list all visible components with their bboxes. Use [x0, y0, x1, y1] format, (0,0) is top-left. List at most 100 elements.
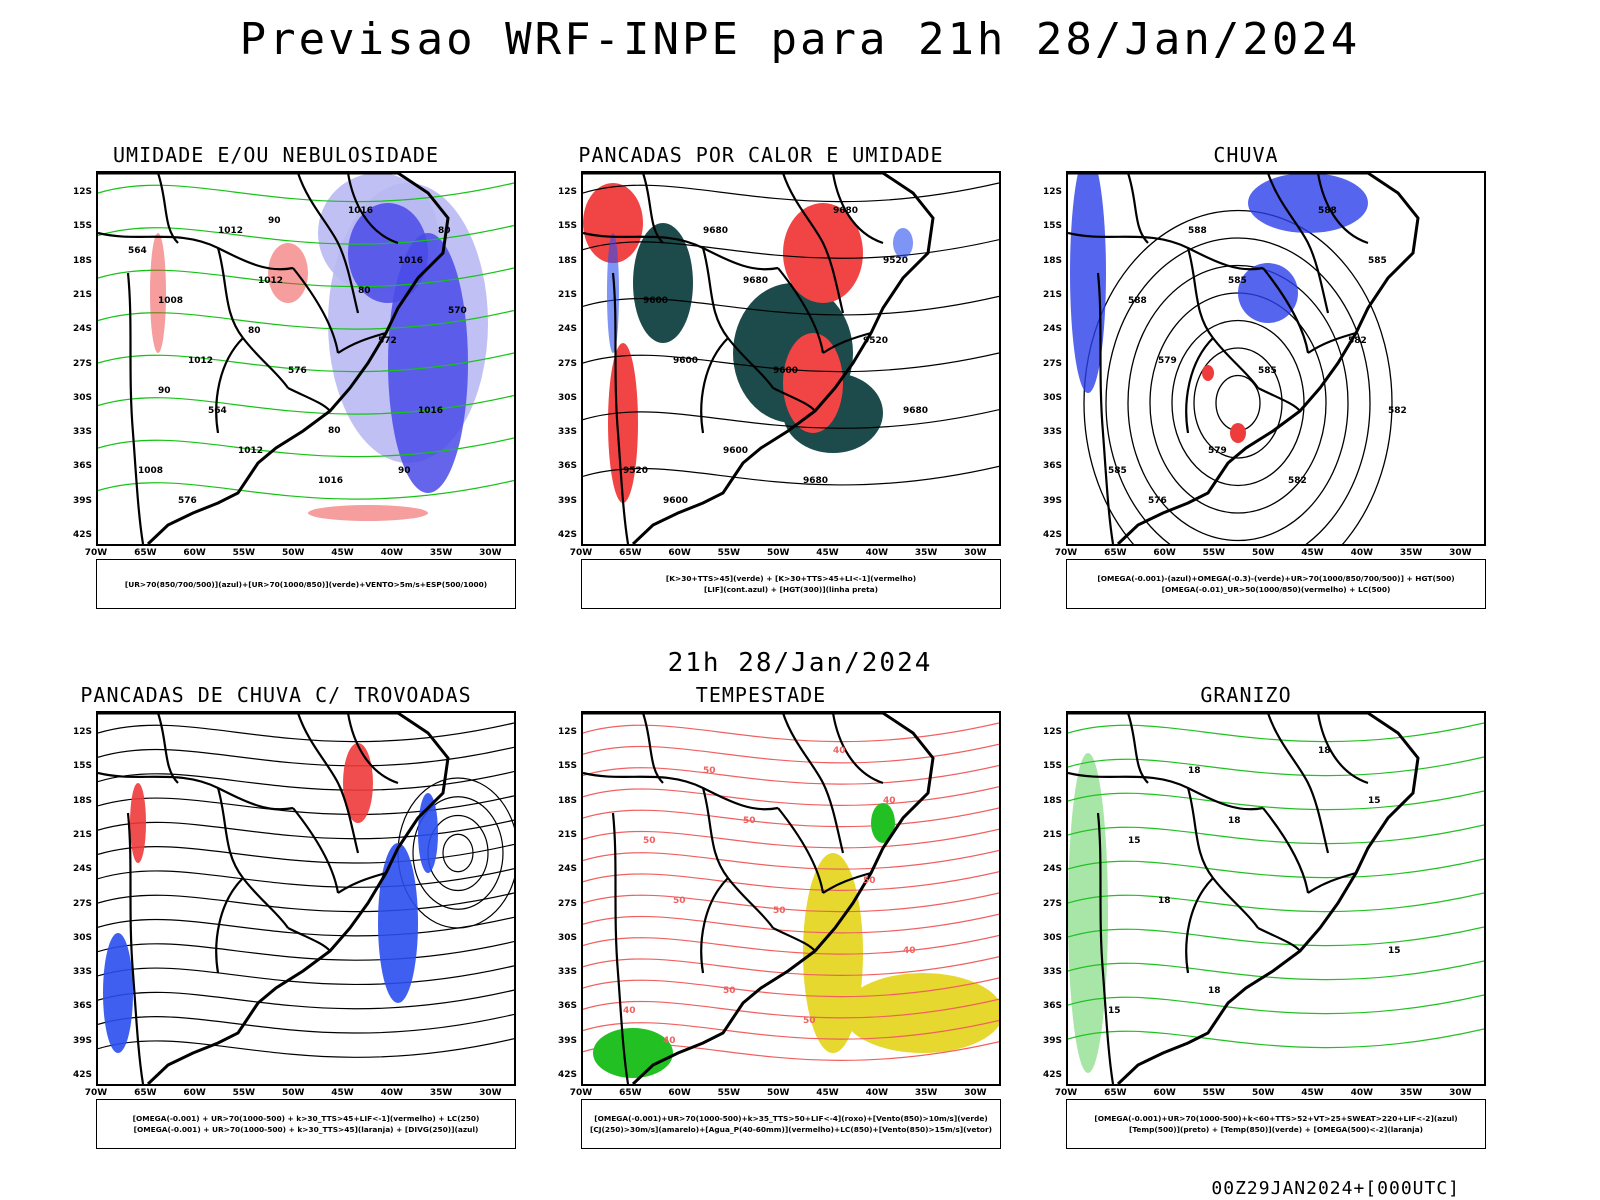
contour-label: 40 — [833, 746, 846, 756]
state-border — [98, 231, 294, 271]
streamline — [98, 795, 514, 816]
lon-tick-label: 55W — [232, 1088, 256, 1098]
streamline — [98, 843, 514, 864]
lat-tick-label: 21S — [1042, 829, 1062, 840]
lat-tick-label: 12S — [557, 727, 577, 737]
state-border — [1185, 337, 1214, 434]
lat-tick-label: 27S — [557, 898, 577, 909]
contour-label: 40 — [663, 1036, 676, 1046]
lon-tick-label: 45W — [331, 548, 354, 558]
contour-label: 9680 — [903, 406, 928, 416]
li-fill — [583, 183, 643, 263]
lon-tick-label: 30W — [1449, 548, 1472, 558]
hgt500-contour — [1215, 374, 1261, 432]
temp850-contour — [1068, 756, 1484, 777]
state-border — [346, 173, 399, 245]
coastline — [583, 713, 935, 1084]
lat-tick-label: 36S — [1042, 1001, 1062, 1012]
lat-tick-label: 24S — [72, 864, 92, 875]
state-border — [337, 871, 387, 894]
water-contour — [583, 786, 999, 806]
streamline — [98, 965, 514, 986]
state-border — [215, 337, 244, 434]
contour-label: 15 — [1128, 836, 1141, 846]
streamline — [98, 892, 514, 913]
contour-label: 9680 — [743, 276, 768, 286]
hgt300-line — [583, 465, 999, 486]
panel-umidade: UMIDADE E/OU NEBULOSIDADE 1012 1016 1012 10… — [66, 143, 546, 623]
contour-label: 50 — [673, 896, 686, 906]
lat-tick-label: 18S — [557, 255, 577, 266]
contour-label: 50 — [703, 766, 716, 776]
thickness-contour — [150, 233, 166, 353]
water-contour — [583, 807, 999, 828]
state-border — [781, 173, 845, 314]
state-border — [216, 787, 289, 929]
streamline — [98, 916, 514, 937]
contour-label: 585 — [1258, 366, 1277, 376]
state-border — [216, 247, 289, 389]
lon-tick-label: 60W — [668, 548, 691, 558]
legend-line: [OMEGA(-0.001) + UR>70(1000-500) + k>30_… — [132, 1114, 480, 1123]
thunderstorm-fill — [343, 743, 373, 823]
lon-tick-label: 60W — [668, 1088, 691, 1098]
contour-label: 80 — [328, 426, 341, 436]
contour-label: 579 — [1208, 446, 1227, 456]
lon-tick-label: 55W — [717, 548, 741, 558]
humidity-fill — [388, 233, 468, 493]
lon-tick-label: 30W — [964, 548, 987, 558]
hgt500-contour — [1105, 237, 1371, 544]
rh-contour — [98, 394, 514, 415]
coastline — [98, 173, 450, 544]
map-pancadas-calor: 9680 9680 9680 9600 9520 9600 9680 9600 9520 9680… — [581, 171, 1001, 546]
map-canvas: 9680 9680 9680 9600 9520 9600 9680 9600 9520 9680… — [583, 173, 999, 544]
streamline — [98, 989, 514, 1010]
lon-tick-label: 65W — [1104, 548, 1127, 558]
temp850-contour — [1068, 926, 1484, 947]
temp850-contour — [1068, 994, 1484, 1015]
contour-label: 9680 — [833, 206, 858, 216]
li-fill — [783, 203, 863, 303]
lon-tick-label: 65W — [619, 1088, 642, 1098]
contour-label: 18 — [1228, 816, 1241, 826]
contour-label: 1008 — [158, 296, 183, 306]
temp850-contour — [1068, 1028, 1484, 1049]
lon-tick-label: 45W — [331, 1088, 354, 1098]
state-border — [287, 927, 331, 952]
state-border — [292, 807, 340, 894]
state-border — [296, 713, 360, 854]
lat-tick-label: 15S — [72, 221, 92, 232]
panel-title: PANCADAS DE CHUVA C/ TROVOADAS — [80, 683, 472, 707]
lon-tick-label: 35W — [1399, 1088, 1423, 1098]
lat-tick-label: 42S — [1042, 1070, 1062, 1080]
lat-tick-label: 18S — [72, 795, 92, 806]
contour-label: 18 — [1318, 746, 1331, 756]
contour-label: 585 — [1368, 256, 1387, 266]
lon-tick-label: 40W — [865, 548, 889, 558]
contour-label: 9520 — [863, 336, 888, 346]
lat-tick-label: 39S — [1042, 495, 1062, 506]
state-border — [700, 337, 729, 434]
lon-tick-label: 65W — [134, 1088, 157, 1098]
water-contour — [583, 1019, 999, 1040]
lon-tick-label: 40W — [380, 1088, 404, 1098]
temp850-contour — [1068, 858, 1484, 879]
contour-label: 1012 — [258, 276, 283, 286]
lat-tick-label: 12S — [72, 727, 92, 737]
panel-trovoadas: PANCADAS DE CHUVA C/ TROVOADAS 12S 15S 18S… — [66, 683, 546, 1163]
lat-tick-label: 24S — [557, 864, 577, 875]
contour-label: 588 — [1318, 206, 1337, 216]
legend-line: [K>30+TTS>45](verde) + [K>30+TTS>45+LI<-… — [665, 574, 917, 583]
contour-label: 1016 — [418, 406, 443, 416]
panel-legend: [UR>70(850/700/500)](azul)+[UR>70(1000/8… — [96, 559, 516, 609]
state-border — [822, 871, 872, 894]
water-contour — [583, 977, 999, 998]
lon-tick-label: 70W — [1054, 548, 1078, 558]
lat-tick-label: 27S — [1042, 358, 1062, 369]
rh-contour — [98, 437, 514, 458]
divergence-contour — [103, 933, 133, 1053]
water-contour — [583, 892, 999, 913]
contour-label: 1016 — [318, 476, 343, 486]
state-border — [822, 331, 872, 354]
lon-tick-label: 70W — [1054, 1088, 1078, 1098]
